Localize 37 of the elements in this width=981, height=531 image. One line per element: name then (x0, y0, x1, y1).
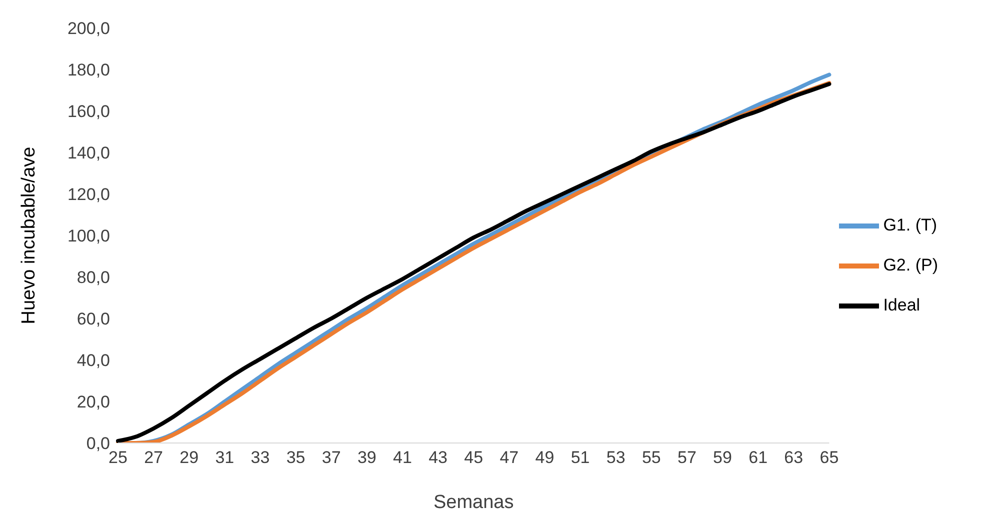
x-tick-label: 55 (642, 448, 661, 468)
x-tick-label: 33 (250, 448, 270, 468)
x-tick-label: 47 (500, 448, 519, 468)
x-tick-label: 41 (393, 448, 412, 468)
x-axis-title: Semanas (433, 492, 514, 513)
y-axis-title: Huevo incubable/ave (18, 146, 40, 324)
y-tick-label: 0,0 (86, 434, 110, 454)
y-tick-label: 40,0 (76, 351, 110, 370)
y-tick-label: 120,0 (67, 185, 110, 204)
x-tick-label: 43 (428, 448, 448, 468)
x-tick-label: 29 (180, 448, 199, 468)
x-tick-label: 51 (570, 448, 590, 468)
y-tick-label: 200,0 (67, 19, 110, 38)
y-tick-label: 140,0 (67, 144, 110, 163)
legend-label: G1. (T) (883, 214, 938, 234)
y-tick-label: 180,0 (67, 60, 110, 80)
x-tick-label: 59 (713, 448, 732, 468)
x-tick-label: 25 (108, 448, 128, 468)
x-tick-label: 53 (606, 448, 626, 468)
x-tick-label: 35 (286, 448, 306, 468)
x-tick-label: 39 (357, 448, 376, 468)
legend-label: Ideal (883, 294, 920, 314)
y-tick-label: 160,0 (67, 102, 110, 122)
y-tick-label: 20,0 (76, 392, 110, 412)
y-tick-label: 60,0 (76, 310, 110, 329)
x-tick-label: 37 (322, 448, 341, 468)
x-tick-label: 57 (678, 448, 696, 468)
x-tick-label: 65 (820, 448, 839, 468)
x-tick-label: 27 (144, 448, 164, 468)
x-tick-label: 45 (464, 448, 484, 468)
x-tick-label: 49 (535, 448, 554, 468)
y-tick-label: 100,0 (67, 226, 110, 246)
legend-label: G2. (P) (883, 254, 938, 274)
y-tick-label: 80,0 (76, 268, 110, 288)
x-tick-label: 63 (784, 448, 804, 468)
x-tick-label: 31 (215, 448, 234, 468)
x-tick-label: 61 (748, 448, 768, 468)
